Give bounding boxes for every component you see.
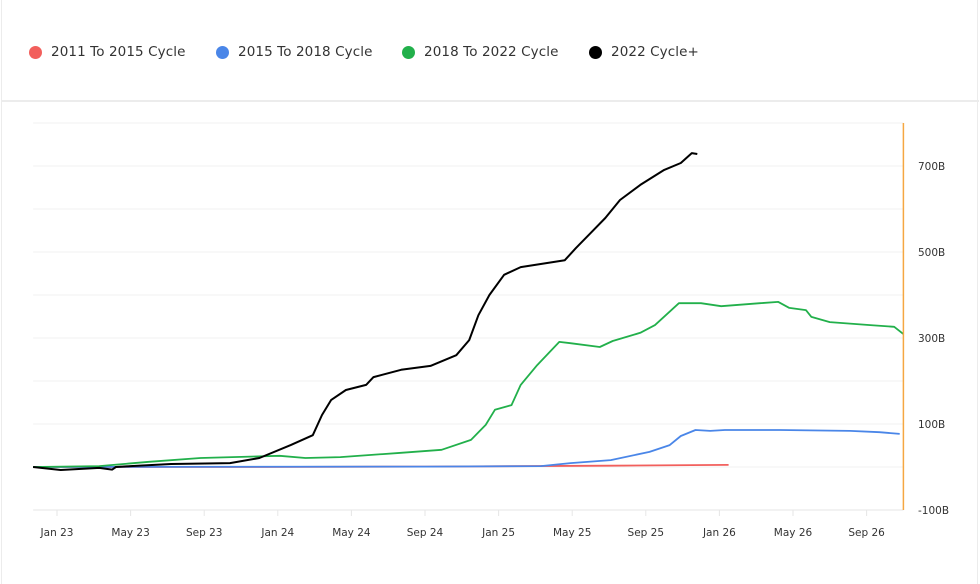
y-tick-label: 700B [918,161,945,173]
x-tick-label: Sep 26 [848,527,885,539]
x-tick-label: Sep 25 [628,527,665,539]
legend-item-2018-2022[interactable]: 2018 To 2022 Cycle [402,42,559,62]
x-tick-label: Jan 25 [481,527,515,539]
x-tick-label: Sep 23 [186,527,223,539]
legend-item-2022-plus[interactable]: 2022 Cycle+ [589,42,699,62]
x-axis: Jan 23 May 23 Sep 23 Jan 24 May 24 Sep 24 Jan … [40,510,885,539]
x-tick-label: Jan 23 [40,527,74,539]
chart-legend: 2011 To 2015 Cycle 2015 To 2018 Cycle 20… [2,0,979,102]
legend-dot-icon [402,45,415,59]
legend-label: 2015 To 2018 Cycle [238,44,373,60]
legend-dot-icon [589,45,602,59]
x-tick-label: Jan 26 [702,527,736,539]
legend-label: 2011 To 2015 Cycle [51,44,186,60]
series-lines [32,152,904,471]
legend-item-2015-2018[interactable]: 2015 To 2018 Cycle [216,42,373,62]
legend-label: 2018 To 2022 Cycle [424,44,559,60]
series-line-2018-to-2022-cycle [33,301,904,468]
x-tick-label: Jan 24 [260,527,294,539]
x-tick-label: May 23 [111,527,149,539]
x-tick-label: May 26 [774,527,813,539]
series-line-2022-cycle- [32,152,698,471]
x-tick-label: May 24 [332,527,371,539]
x-tick-label: May 25 [553,527,591,539]
y-axis: -100B 100B 300B 500B 700B [918,161,949,517]
y-tick-label: -100B [918,505,949,517]
legend-label: 2022 Cycle+ [611,44,699,60]
y-tick-label: 500B [918,247,945,259]
series-line-2015-to-2018-cycle [33,429,900,468]
x-tick-label: Sep 24 [407,527,444,539]
legend-dot-icon [29,45,42,59]
y-tick-label: 100B [918,419,945,431]
legend-item-2011-2015[interactable]: 2011 To 2015 Cycle [29,42,186,62]
gridlines [33,122,904,511]
y-tick-label: 300B [918,333,945,345]
legend-dot-icon [216,45,229,59]
